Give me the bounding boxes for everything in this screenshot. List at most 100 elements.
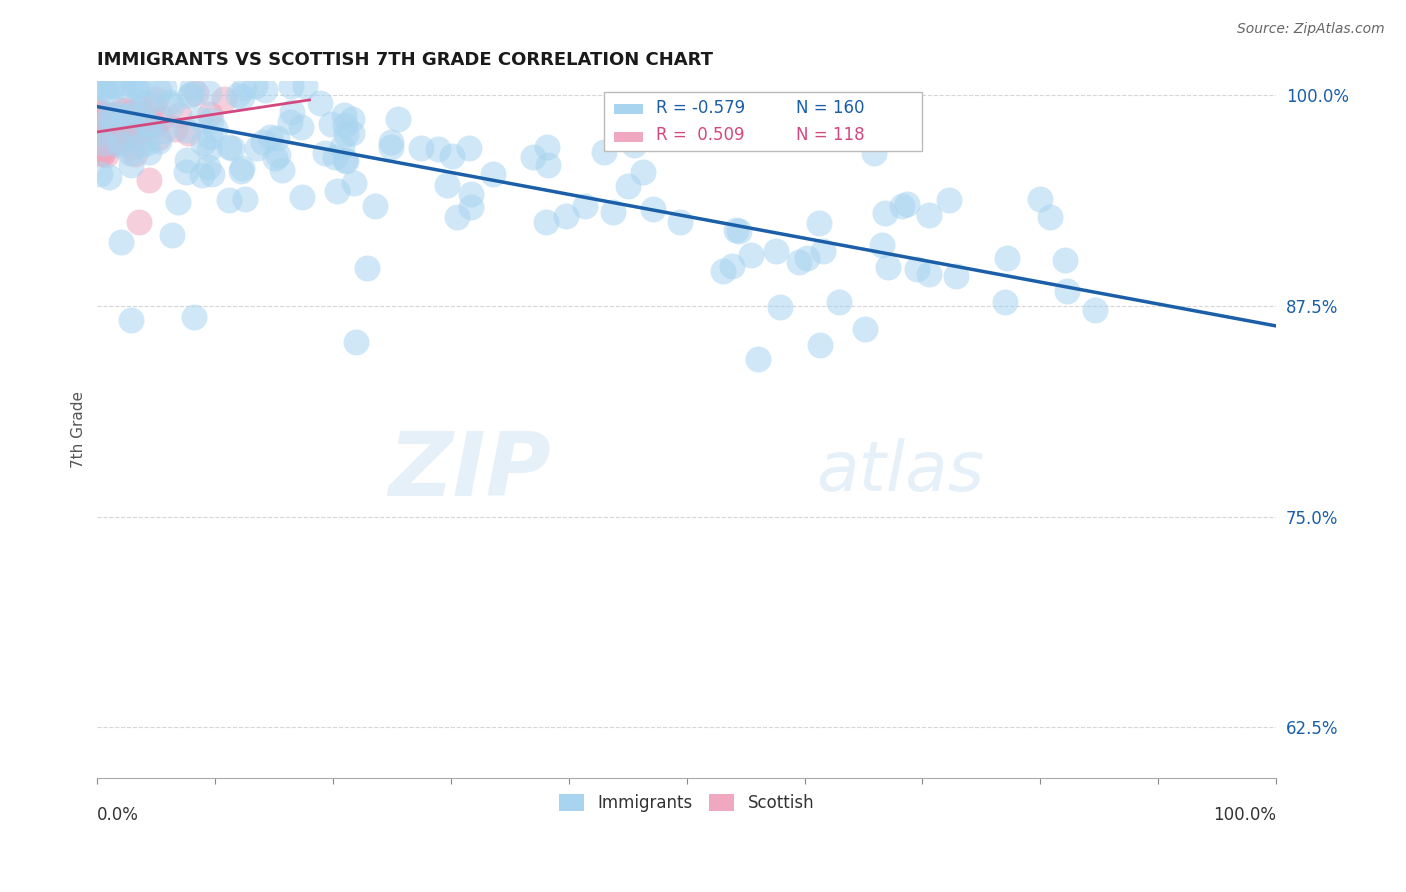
Point [218,193,240,207]
Point [122,128,145,143]
Point [160,98,183,112]
Point [103,117,125,131]
Point [138,173,160,187]
Point [139,118,162,132]
Point [176,153,198,167]
Point [335,153,357,167]
Point [863,146,886,161]
Point [574,199,596,213]
Point [121,139,143,153]
Point [150,111,173,125]
Point [122,121,145,136]
Point [534,215,557,229]
Point [146,131,169,145]
Point [87,122,110,136]
Point [98,113,121,128]
Point [796,251,818,265]
Point [89,127,111,141]
Point [103,128,125,142]
Point [118,112,141,126]
Point [593,145,616,160]
Point [111,113,134,128]
Point [344,334,367,349]
Text: IMMIGRANTS VS SCOTTISH 7TH GRADE CORRELATION CHART: IMMIGRANTS VS SCOTTISH 7TH GRADE CORRELA… [97,51,713,69]
Point [114,112,136,126]
Point [87,138,110,153]
Point [197,86,219,100]
Point [132,117,155,131]
Point [616,178,638,193]
Point [98,128,121,143]
Point [93,132,115,146]
Point [118,146,141,161]
Point [90,146,112,161]
Point [112,119,135,133]
Point [174,123,197,137]
Point [121,79,143,94]
Point [90,104,112,119]
Point [98,138,121,153]
Point [104,135,127,149]
Point [221,140,243,154]
Point [87,106,110,120]
Point [118,108,141,122]
Point [177,89,200,103]
Point [343,177,366,191]
Point [340,126,363,140]
Point [101,112,124,127]
Point [105,130,128,145]
Point [231,161,253,175]
Point [264,151,287,165]
Point [330,140,353,154]
Point [128,214,150,228]
Point [94,148,117,162]
Point [153,123,176,137]
Point [198,142,221,156]
Point [740,248,762,262]
Point [91,120,114,134]
Point [90,143,112,157]
Point [91,145,114,160]
Point [184,86,207,100]
Point [110,120,132,134]
Point [828,294,851,309]
Point [98,125,121,139]
Point [86,129,108,144]
Point [440,149,463,163]
Point [426,142,449,156]
Point [93,121,115,136]
Text: R = -0.579: R = -0.579 [657,99,745,117]
Point [90,79,112,94]
Point [291,190,314,204]
Point [90,118,112,132]
Point [201,167,224,181]
Point [890,199,912,213]
Point [93,79,115,94]
Point [380,140,402,154]
Point [111,79,134,94]
Point [111,136,134,151]
Point [91,120,114,135]
Point [87,126,110,140]
FancyBboxPatch shape [613,132,643,142]
Point [787,254,810,268]
Point [127,120,149,135]
Point [110,103,132,118]
Point [460,200,482,214]
Point [243,79,266,94]
Point [103,120,125,134]
Point [725,223,748,237]
Point [994,295,1017,310]
Point [294,79,316,94]
Point [122,112,145,126]
Point [436,178,458,193]
Point [93,123,115,137]
Point [252,135,274,149]
Point [259,130,281,145]
Point [90,128,112,143]
Point [87,141,110,155]
Point [1029,192,1052,206]
Point [641,202,664,217]
Point [100,107,122,121]
Text: 0.0%: 0.0% [97,805,139,824]
